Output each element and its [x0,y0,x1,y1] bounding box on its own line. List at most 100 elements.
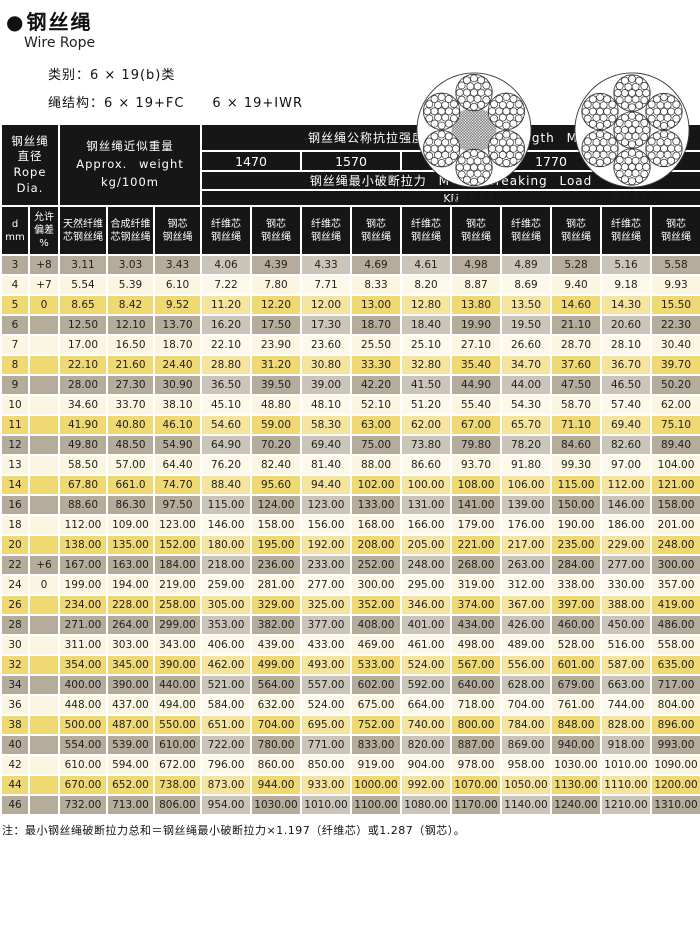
cell-1470-fiber: 11.20 [200,294,253,316]
cell-1870-steel: 419.00 [650,594,700,616]
cell-1470-steel: 23.90 [250,334,303,356]
cell-1670-steel: 55.40 [450,394,503,416]
rope-caption-fc: 6 x 19+FC [438,191,510,205]
cell-weight-natural-fiber: 199.00 [58,574,108,596]
cell-1870-fiber: 20.60 [600,314,653,336]
cell-diameter: 9 [0,374,30,396]
cell-1470-steel: 12.20 [250,294,303,316]
cell-1870-fiber: 450.00 [600,614,653,636]
table-row: 14 67.80 661.0 74.70 88.40 95.60 94.40 1… [0,474,700,496]
cell-1570-fiber: 123.00 [300,494,353,516]
cell-1570-steel: 300.00 [350,574,403,596]
cell-1770-steel: 37.60 [550,354,603,376]
cell-1470-fiber: 54.60 [200,414,253,436]
cell-1570-fiber: 30.80 [300,354,353,376]
cell-1870-steel: 558.00 [650,634,700,656]
cell-1770-fiber: 65.70 [500,414,553,436]
cell-1870-steel: 104.00 [650,454,700,476]
cell-1870-fiber: 1010.00 [600,754,653,776]
cell-1470-fiber: 36.50 [200,374,253,396]
table-row: 13 58.50 57.00 64.40 76.20 82.40 81.40 8… [0,454,700,476]
cell-weight-synthetic-fiber: 539.00 [106,734,155,756]
cell-1470-fiber: 954.00 [200,794,253,816]
cell-1470-steel: 82.40 [250,454,303,476]
rope-diagram-fc: 6 x 19+FC [412,72,536,205]
cell-1870-steel: 75.10 [650,414,700,436]
cell-tolerance [28,494,60,516]
cell-1570-steel: 252.00 [350,554,403,576]
cell-1670-fiber: 62.00 [400,414,453,436]
table-row: 12 49.80 48.50 54.90 64.90 70.20 69.40 7… [0,434,700,456]
cell-1670-steel: 978.00 [450,754,503,776]
cell-1670-fiber: 8.20 [400,274,453,296]
cell-1470-fiber: 873.00 [200,774,253,796]
cell-1770-steel: 5.28 [550,254,603,276]
cell-1470-steel: 439.00 [250,634,303,656]
cell-1870-steel: 248.00 [650,534,700,556]
cell-1470-fiber: 76.20 [200,454,253,476]
cell-1870-fiber: 146.00 [600,494,653,516]
cell-weight-natural-fiber: 400.00 [58,674,108,696]
cell-diameter: 22 [0,554,30,576]
cell-1570-fiber: 192.00 [300,534,353,556]
cell-weight-steel-core: 152.00 [152,534,203,556]
cell-diameter: 38 [0,714,30,736]
cell-1570-fiber: 377.00 [300,614,353,636]
table-row: 8 22.10 21.60 24.40 28.80 31.20 30.80 33… [0,354,700,376]
cell-weight-natural-fiber: 234.00 [58,594,108,616]
footnote: 注：最小钢丝绳破断拉力总和＝钢丝绳最小破断拉力×1.197（纤维芯）或1.287… [2,824,466,837]
cell-1570-steel: 602.00 [350,674,403,696]
cell-1470-fiber: 64.90 [200,434,253,456]
cell-1870-steel: 15.50 [650,294,700,316]
cell-1470-steel: 329.00 [250,594,303,616]
cell-1470-fiber: 180.00 [200,534,253,556]
spec-table: 钢丝绳 直径 Rope Dia. 钢丝绳近似重量 Approx. weight … [0,123,700,816]
cell-1470-fiber: 4.06 [200,254,253,276]
cell-weight-steel-core: 494.00 [152,694,203,716]
cell-1670-fiber: 131.00 [400,494,453,516]
cell-1770-steel: 84.60 [550,434,603,456]
cell-1870-steel: 22.30 [650,314,700,336]
cell-1770-fiber: 958.00 [500,754,553,776]
cell-1570-steel: 4.69 [350,254,403,276]
cell-1570-fiber: 48.10 [300,394,353,416]
cell-1770-fiber: 78.20 [500,434,553,456]
cell-weight-synthetic-fiber: 5.39 [106,274,155,296]
cell-1570-fiber: 94.40 [300,474,353,496]
header-tolerance: 允许 偏差 % [28,205,60,256]
cell-1770-steel: 1130.00 [550,774,603,796]
cell-1670-fiber: 524.00 [400,654,453,676]
cell-diameter: 11 [0,414,30,436]
cell-weight-steel-core: 610.00 [152,734,203,756]
cell-tolerance [28,314,60,336]
cell-1770-steel: 47.50 [550,374,603,396]
cell-1770-steel: 679.00 [550,674,603,696]
cell-1470-fiber: 584.00 [200,694,253,716]
cell-1470-fiber: 406.00 [200,634,253,656]
cell-weight-steel-core: 343.00 [152,634,203,656]
cell-1870-fiber: 9.18 [600,274,653,296]
cell-weight-natural-fiber: 554.00 [58,734,108,756]
table-row: 38 500.00 487.00 550.00 651.00 704.00 69… [0,714,700,736]
header-strength-1570: 1570 [300,150,403,172]
cell-1770-steel: 58.70 [550,394,603,416]
cell-1670-steel: 141.00 [450,494,503,516]
cell-1870-fiber: 663.00 [600,674,653,696]
cell-1870-fiber: 828.00 [600,714,653,736]
cell-1670-fiber: 4.61 [400,254,453,276]
cell-weight-steel-core: 123.00 [152,514,203,536]
cell-1870-fiber: 918.00 [600,734,653,756]
cell-weight-synthetic-fiber: 194.00 [106,574,155,596]
cell-weight-synthetic-fiber: 652.00 [106,774,155,796]
cell-weight-steel-core: 299.00 [152,614,203,636]
cell-1570-steel: 408.00 [350,614,403,636]
cell-1670-fiber: 73.80 [400,434,453,456]
cell-1470-fiber: 88.40 [200,474,253,496]
cell-1570-fiber: 233.00 [300,554,353,576]
category-line: 类别：6 × 19(b)类 [48,68,176,83]
cell-diameter: 4 [0,274,30,296]
cell-1470-fiber: 651.00 [200,714,253,736]
table-row: 28 271.00 264.00 299.00 353.00 382.00 37… [0,614,700,636]
cell-weight-synthetic-fiber: 303.00 [106,634,155,656]
